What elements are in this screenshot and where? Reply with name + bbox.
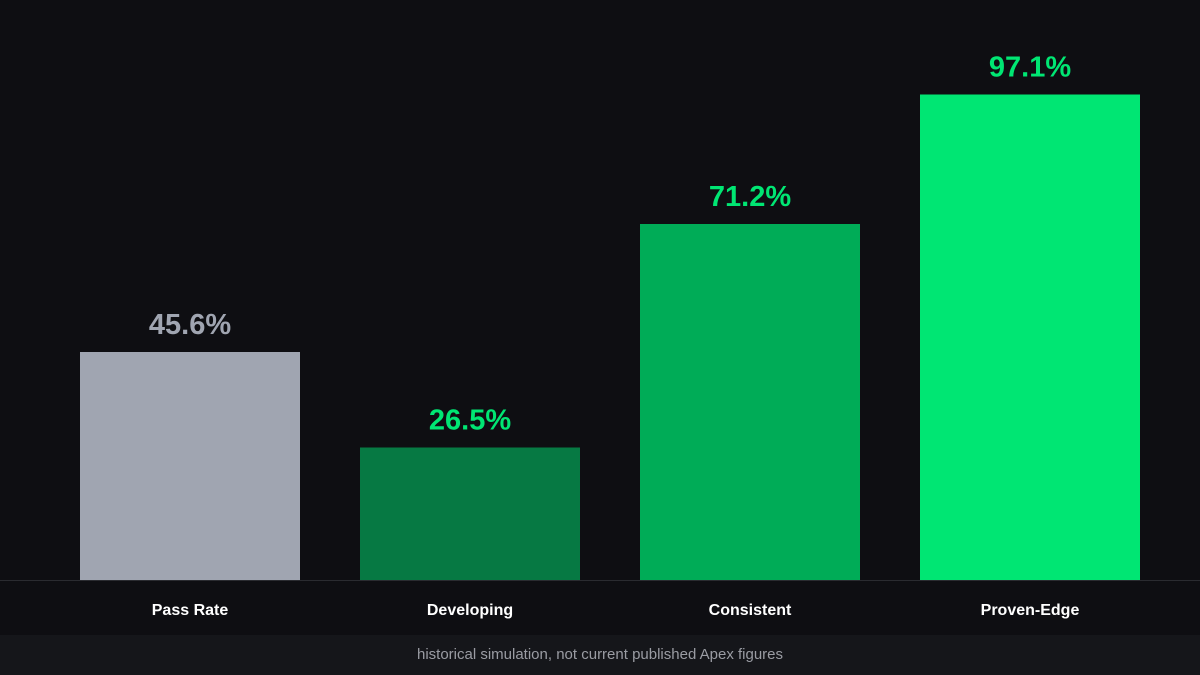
value-label-proven-edge: 97.1% xyxy=(989,52,1071,84)
category-label-pass-rate: Pass Rate xyxy=(152,602,229,619)
category-label-developing: Developing xyxy=(427,602,513,619)
value-label-pass-rate: 45.6% xyxy=(149,309,231,341)
bar-pass-rate xyxy=(80,352,300,580)
bar-chart: 45.6% Pass Rate 26.5% Developing 71.2% Consis… xyxy=(0,52,1200,619)
footer-note: historical simulation, not current publi… xyxy=(0,635,1200,675)
bar-chart-svg: 45.6% Pass Rate 26.5% Developing 71.2% Consis… xyxy=(0,52,1200,619)
value-label-developing: 26.5% xyxy=(429,405,511,437)
category-label-consistent: Consistent xyxy=(709,602,792,619)
bar-developing xyxy=(360,447,580,580)
category-label-proven-edge: Proven-Edge xyxy=(981,602,1080,619)
bar-proven-edge xyxy=(920,94,1140,580)
bar-consistent xyxy=(640,224,860,580)
value-label-consistent: 71.2% xyxy=(709,181,791,213)
